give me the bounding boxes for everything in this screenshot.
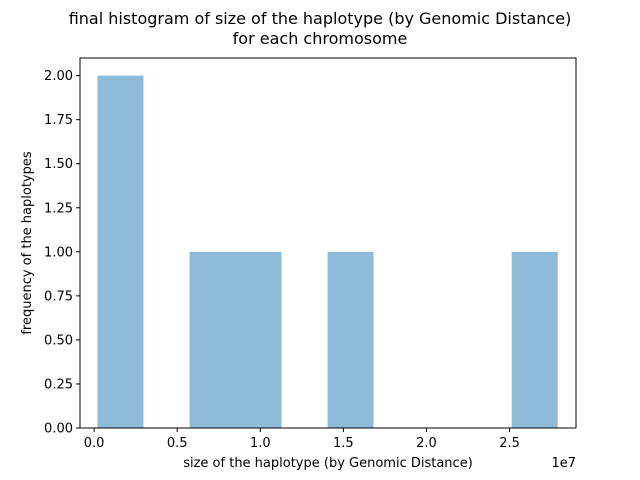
x-tick-label-4: 2.0 (416, 436, 437, 451)
x-tick-label-2: 1.0 (250, 436, 271, 451)
x-tick-label-0: 0.0 (84, 436, 105, 451)
y-tick-label-8: 2.00 (44, 69, 73, 84)
histogram-bar-9 (511, 251, 558, 428)
x-tick-label-3: 1.5 (333, 436, 354, 451)
x-axis-offset-label: 1e7 (551, 456, 576, 471)
y-tick-label-1: 0.25 (44, 377, 73, 392)
histogram-bar-3 (235, 251, 282, 428)
y-tick-label-3: 0.75 (44, 289, 73, 304)
x-axis-ticks: 0.0 0.5 1.0 1.5 2.0 2.5 (84, 428, 520, 451)
y-tick-label-7: 1.75 (44, 113, 73, 128)
y-tick-label-4: 1.00 (44, 245, 73, 260)
y-tick-label-2: 0.50 (44, 333, 73, 348)
y-tick-label-0: 0.00 (44, 422, 73, 437)
histogram-bar-5 (327, 251, 374, 428)
chart-title-line-1: final histogram of size of the haplotype… (69, 9, 572, 28)
x-tick-label-5: 2.5 (499, 436, 520, 451)
chart-title-line-2: for each chromosome (233, 29, 408, 48)
y-tick-label-6: 1.50 (44, 157, 73, 172)
y-tick-label-5: 1.25 (44, 201, 73, 216)
histogram-bar-2 (189, 251, 236, 428)
x-tick-label-1: 0.5 (167, 436, 188, 451)
histogram-bar-0 (97, 75, 144, 429)
histogram-bars (97, 75, 558, 429)
y-axis-ticks: 0.00 0.25 0.50 0.75 1.00 1.25 1.50 1.75 2.00 (44, 69, 80, 437)
plot-area-frame (79, 57, 577, 429)
y-axis-label: frequency of the haplotypes (20, 151, 35, 335)
x-axis-label: size of the haplotype (by Genomic Distan… (183, 456, 473, 471)
